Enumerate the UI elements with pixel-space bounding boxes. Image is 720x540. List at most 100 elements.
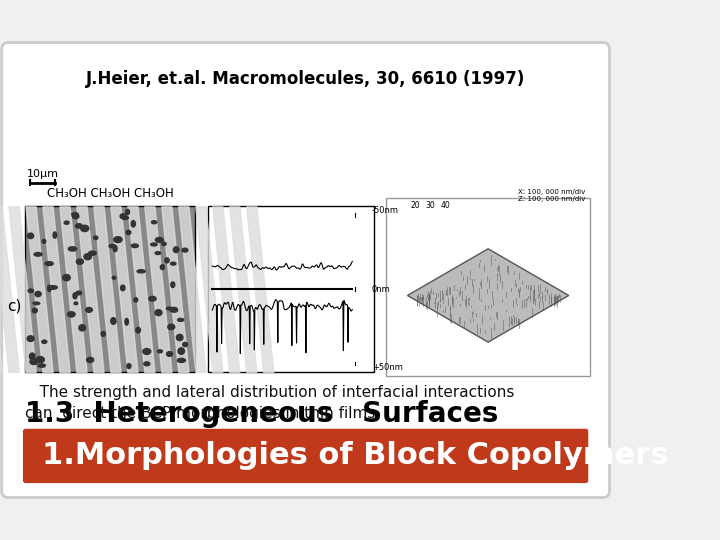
Ellipse shape (109, 245, 116, 248)
Ellipse shape (168, 324, 175, 330)
Ellipse shape (48, 285, 51, 292)
Ellipse shape (53, 232, 57, 238)
Bar (386, 198, 590, 376)
Ellipse shape (73, 293, 77, 299)
Text: -50nm: -50nm (372, 206, 399, 215)
Ellipse shape (127, 363, 131, 368)
Ellipse shape (42, 239, 46, 244)
Ellipse shape (42, 340, 47, 343)
Ellipse shape (171, 282, 175, 287)
Ellipse shape (155, 309, 162, 315)
Ellipse shape (30, 353, 35, 360)
Ellipse shape (182, 248, 188, 252)
Ellipse shape (49, 286, 58, 289)
FancyBboxPatch shape (23, 429, 588, 483)
Text: 40: 40 (441, 201, 450, 210)
Ellipse shape (76, 291, 81, 295)
Ellipse shape (32, 308, 37, 313)
Ellipse shape (111, 318, 116, 325)
Ellipse shape (171, 262, 176, 265)
Bar (208, 206, 374, 372)
Ellipse shape (131, 244, 138, 247)
Ellipse shape (134, 298, 138, 302)
Ellipse shape (114, 237, 122, 242)
Ellipse shape (120, 214, 126, 219)
Ellipse shape (113, 245, 117, 252)
Text: 0nm: 0nm (372, 285, 390, 294)
Ellipse shape (69, 312, 74, 317)
Ellipse shape (122, 216, 128, 219)
Ellipse shape (72, 213, 78, 216)
Ellipse shape (144, 362, 150, 366)
Ellipse shape (112, 276, 116, 279)
Ellipse shape (68, 312, 75, 316)
Ellipse shape (38, 364, 45, 367)
Ellipse shape (86, 307, 92, 312)
Ellipse shape (131, 221, 135, 227)
Ellipse shape (136, 327, 140, 333)
Ellipse shape (84, 254, 91, 260)
Ellipse shape (86, 357, 94, 362)
Ellipse shape (76, 224, 82, 228)
Ellipse shape (174, 247, 179, 253)
Ellipse shape (150, 243, 157, 246)
Ellipse shape (73, 214, 79, 219)
Text: CH₃OH CH₃OH CH₃OH: CH₃OH CH₃OH CH₃OH (47, 187, 174, 200)
Ellipse shape (166, 307, 171, 310)
Ellipse shape (158, 350, 163, 353)
Ellipse shape (125, 210, 130, 215)
Ellipse shape (68, 247, 76, 251)
Ellipse shape (126, 231, 131, 234)
Ellipse shape (165, 258, 169, 263)
Text: J.Heier, et.al. Macromolecules, 30, 6610 (1997): J.Heier, et.al. Macromolecules, 30, 6610… (86, 70, 526, 88)
Ellipse shape (30, 359, 37, 364)
Ellipse shape (28, 289, 34, 293)
Text: 1.Morphologies of Block Copolymers: 1.Morphologies of Block Copolymers (42, 441, 669, 470)
Ellipse shape (76, 259, 84, 264)
Ellipse shape (177, 359, 186, 362)
Ellipse shape (36, 356, 45, 362)
Ellipse shape (101, 332, 105, 336)
Ellipse shape (89, 251, 96, 255)
Ellipse shape (63, 274, 71, 281)
Ellipse shape (79, 325, 86, 331)
Text: 10μm: 10μm (27, 169, 58, 179)
Ellipse shape (81, 225, 89, 232)
Ellipse shape (125, 319, 128, 325)
Ellipse shape (172, 308, 178, 312)
Text: +50nm: +50nm (372, 363, 402, 373)
Ellipse shape (178, 348, 184, 354)
Ellipse shape (176, 334, 183, 341)
Text: c): c) (7, 299, 21, 314)
Ellipse shape (34, 253, 42, 256)
Ellipse shape (94, 236, 98, 240)
Text: 30: 30 (426, 201, 435, 210)
Ellipse shape (35, 292, 41, 296)
Ellipse shape (64, 221, 69, 224)
Ellipse shape (162, 242, 166, 246)
Text: 20: 20 (410, 201, 420, 210)
Text: The strength and lateral distribution of interfacial interactions
can  direct th: The strength and lateral distribution of… (25, 384, 515, 421)
Ellipse shape (33, 302, 40, 305)
Ellipse shape (161, 265, 164, 269)
Bar (25, 206, 195, 372)
Ellipse shape (149, 296, 156, 301)
Ellipse shape (151, 221, 157, 224)
Ellipse shape (120, 285, 125, 291)
Ellipse shape (183, 342, 188, 347)
Ellipse shape (45, 262, 53, 266)
FancyBboxPatch shape (1, 43, 610, 497)
Text: 1.3  Heterogeneous   Surfaces: 1.3 Heterogeneous Surfaces (25, 400, 499, 428)
Ellipse shape (170, 307, 177, 312)
Ellipse shape (143, 348, 150, 354)
Ellipse shape (155, 252, 161, 254)
Ellipse shape (166, 352, 173, 356)
Ellipse shape (156, 238, 163, 242)
Ellipse shape (27, 336, 34, 341)
Ellipse shape (178, 319, 184, 321)
Text: X: 100, 000 nm/div
Z: 100, 000 nm/div: X: 100, 000 nm/div Z: 100, 000 nm/div (518, 189, 586, 202)
Polygon shape (408, 249, 569, 342)
Ellipse shape (27, 233, 34, 239)
Ellipse shape (74, 302, 78, 305)
Ellipse shape (137, 270, 145, 273)
